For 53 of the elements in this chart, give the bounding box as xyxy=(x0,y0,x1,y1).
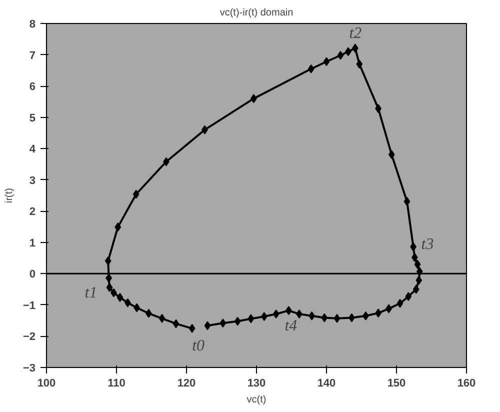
y-tick-label: 4 xyxy=(29,144,36,156)
y-tick-label: 5 xyxy=(29,112,36,124)
annotation: t4 xyxy=(284,318,298,335)
annotation: t1 xyxy=(84,284,98,302)
x-tick-label: 150 xyxy=(387,378,406,390)
x-axis-title: vc(t) xyxy=(246,394,266,406)
point xyxy=(172,319,180,328)
point xyxy=(414,260,421,269)
point xyxy=(412,284,420,294)
y-tick-label: 0 xyxy=(29,268,36,281)
chart-title: vc(t)-ir(t) domain xyxy=(220,8,294,18)
point xyxy=(104,256,112,266)
point xyxy=(388,150,395,160)
annotation: t0 xyxy=(192,337,205,354)
y-axis-title: ir(t) xyxy=(4,188,15,203)
point xyxy=(204,321,211,330)
x-tick-label: 120 xyxy=(177,378,196,390)
point xyxy=(396,298,404,308)
y-tick-label: 7 xyxy=(29,50,36,62)
point xyxy=(106,282,113,292)
y-tick-label: −1 xyxy=(22,300,36,312)
x-tick-label: 140 xyxy=(317,378,336,390)
y-tick-label: −3 xyxy=(22,362,36,374)
x-tick-label: 100 xyxy=(37,378,56,390)
point xyxy=(132,190,140,199)
point xyxy=(248,314,254,324)
point xyxy=(404,196,410,206)
point xyxy=(308,64,314,74)
point xyxy=(416,276,422,285)
point xyxy=(234,316,241,326)
annotation: t3 xyxy=(421,236,434,253)
point xyxy=(114,222,122,232)
annotation: t2 xyxy=(349,25,362,42)
x-tick-label: 130 xyxy=(247,378,266,390)
point xyxy=(405,292,412,302)
y-tick-label: 1 xyxy=(29,237,36,250)
point xyxy=(116,292,124,302)
point xyxy=(356,60,363,69)
y-tick-label: 3 xyxy=(29,174,36,187)
y-tick-label: −2 xyxy=(22,331,36,344)
point xyxy=(334,314,340,323)
point xyxy=(188,324,196,333)
point xyxy=(220,318,226,328)
point xyxy=(321,313,328,322)
point xyxy=(323,57,330,66)
y-tick-label: 2 xyxy=(29,206,36,218)
x-tick-label: 160 xyxy=(457,378,476,390)
point xyxy=(337,50,344,60)
y-tick-label: 8 xyxy=(29,18,36,30)
y-tick-label: 6 xyxy=(29,81,36,94)
point xyxy=(158,314,166,323)
point xyxy=(272,310,280,319)
x-tick-label: 110 xyxy=(108,378,126,390)
